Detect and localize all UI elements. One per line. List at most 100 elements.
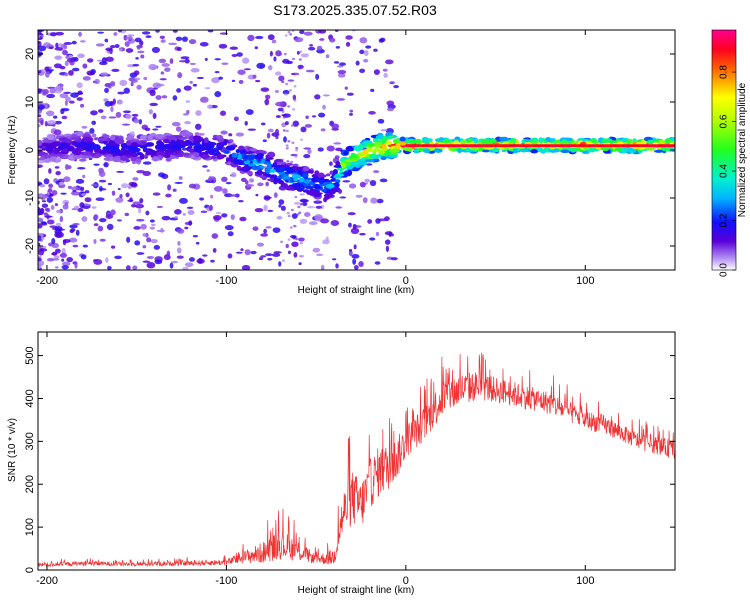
noise-blob <box>152 112 157 120</box>
ridge-blob <box>560 149 570 154</box>
noise-blob <box>336 98 346 101</box>
noise-blob <box>150 238 158 244</box>
ridge-blob <box>569 147 578 153</box>
ridge-blob <box>235 149 240 154</box>
noise-blob <box>51 242 60 249</box>
noise-blob <box>54 248 61 254</box>
noise-blob <box>282 58 290 64</box>
ridge-blob <box>375 154 382 158</box>
ridge-blob <box>325 173 331 177</box>
noise-blob <box>267 209 274 213</box>
ridge-blob <box>389 148 400 154</box>
ridge-blob <box>162 138 170 144</box>
noise-blob <box>125 192 130 198</box>
noise-blob <box>124 212 130 217</box>
ridge-blob <box>76 130 84 137</box>
noise-blob <box>222 188 228 194</box>
ridge-blob <box>55 153 65 157</box>
heatmap-x-axis: -200 -100 0 100 <box>36 30 594 287</box>
noise-blob <box>158 172 165 178</box>
noise-blob <box>38 88 43 93</box>
ridge-blob <box>640 140 647 146</box>
ridge-blob <box>270 164 278 168</box>
noise-blob <box>375 231 380 237</box>
noise-blob <box>125 265 131 270</box>
noise-blob <box>61 107 70 112</box>
noise-blob <box>335 206 342 209</box>
noise-blob <box>70 191 80 196</box>
noise-blob <box>287 30 291 34</box>
snr-x-axis: -200 -100 0 100 <box>36 332 594 587</box>
snr-x-tick-label: -100 <box>215 575 237 587</box>
noise-blob <box>61 43 66 49</box>
noise-blob <box>117 91 125 95</box>
noise-blob <box>345 35 353 40</box>
noise-blob <box>168 42 178 46</box>
noise-blob <box>267 65 273 71</box>
noise-blob <box>218 43 228 49</box>
ridge-blob <box>358 160 366 166</box>
ridge-core <box>500 144 503 148</box>
noise-blob <box>273 192 278 199</box>
ridge-core <box>650 144 654 148</box>
noise-blob <box>176 255 184 259</box>
snr-x-axis-label: Height of straight line (km) <box>298 585 415 596</box>
ridge-blob <box>233 158 240 165</box>
ridge-blob <box>333 164 343 168</box>
noise-blob <box>79 202 85 209</box>
noise-blob <box>174 216 178 219</box>
ridge-blob <box>174 141 181 147</box>
noise-blob <box>254 46 258 50</box>
noise-blob <box>254 207 264 213</box>
ridge-blob <box>139 153 145 160</box>
colorbar-tick-label: 0.2 <box>719 213 730 227</box>
ridge-blob <box>394 143 400 150</box>
noise-blob <box>45 71 50 78</box>
noise-blob <box>359 68 366 73</box>
noise-blob <box>43 212 48 216</box>
noise-blob <box>384 216 390 222</box>
ridge-blob <box>93 155 100 159</box>
noise-blob <box>49 69 54 72</box>
ridge-core <box>605 144 608 148</box>
ridge-blob <box>587 148 595 153</box>
noise-blob <box>278 53 282 56</box>
ridge-blob <box>43 159 52 163</box>
ridge-blob <box>91 133 97 138</box>
noise-blob <box>292 94 297 101</box>
ridge-blob <box>366 142 376 147</box>
noise-blob <box>186 206 194 209</box>
noise-blob <box>93 214 99 220</box>
ridge-blob <box>160 147 167 152</box>
noise-blob <box>385 245 390 252</box>
noise-blob <box>267 257 273 261</box>
noise-blob <box>172 30 178 33</box>
ridge-blob <box>325 183 335 189</box>
noise-blob <box>64 60 69 67</box>
ridge-blob <box>42 139 48 143</box>
colorbar-label: Normalized spectral amplitude <box>737 82 748 217</box>
noise-blob <box>329 161 333 166</box>
ridge-core <box>411 144 415 148</box>
noise-blob <box>281 80 285 84</box>
noise-blob <box>54 120 63 125</box>
ridge-blob <box>544 146 550 152</box>
ridge-blob <box>103 140 108 145</box>
noise-blob <box>145 35 152 39</box>
noise-blob <box>64 100 68 106</box>
noise-blob <box>349 109 354 113</box>
noise-blob <box>322 239 330 245</box>
noise-blob <box>335 263 339 269</box>
noise-blob <box>169 58 174 65</box>
heatmap-marks <box>38 30 675 270</box>
noise-blob <box>55 231 64 238</box>
noise-blob <box>298 67 302 70</box>
noise-blob <box>335 46 341 49</box>
noise-blob <box>90 110 98 116</box>
noise-blob <box>104 87 109 94</box>
noise-blob <box>133 226 141 230</box>
ridge-blob <box>309 188 315 194</box>
ridge-blob <box>256 159 262 163</box>
ridge-blob <box>378 150 385 155</box>
noise-blob <box>344 86 348 90</box>
